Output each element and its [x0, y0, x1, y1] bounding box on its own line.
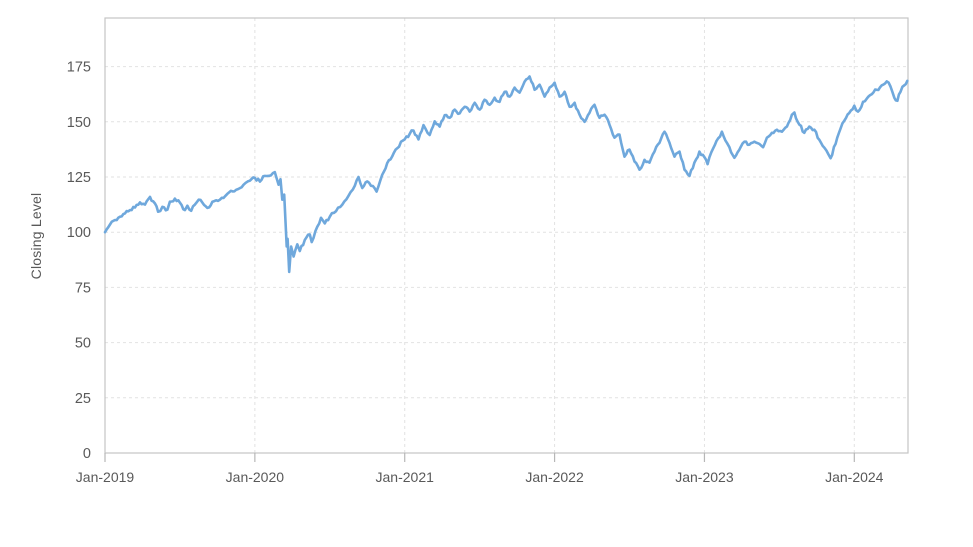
- y-tick-label: 50: [75, 336, 91, 352]
- x-tick-label: Jan-2023: [675, 469, 734, 485]
- y-tick-label: 100: [67, 225, 91, 241]
- x-tick-label: Jan-2022: [525, 469, 584, 485]
- x-tick-label: Jan-2021: [376, 469, 435, 485]
- y-tick-label: 175: [67, 60, 91, 76]
- x-tick-label: Jan-2019: [76, 469, 135, 485]
- y-axis-title: Closing Level: [28, 192, 44, 280]
- y-tick-label: 0: [83, 446, 91, 462]
- y-tick-label: 25: [75, 391, 91, 407]
- closing-level-series: [103, 75, 909, 274]
- x-tick-label: Jan-2024: [825, 469, 884, 485]
- y-tick-label: 75: [75, 280, 91, 296]
- x-tick-label: Jan-2020: [226, 469, 285, 485]
- y-tick-label: 150: [67, 115, 91, 131]
- y-tick-label: 125: [67, 170, 91, 186]
- plot-border: [104, 17, 909, 454]
